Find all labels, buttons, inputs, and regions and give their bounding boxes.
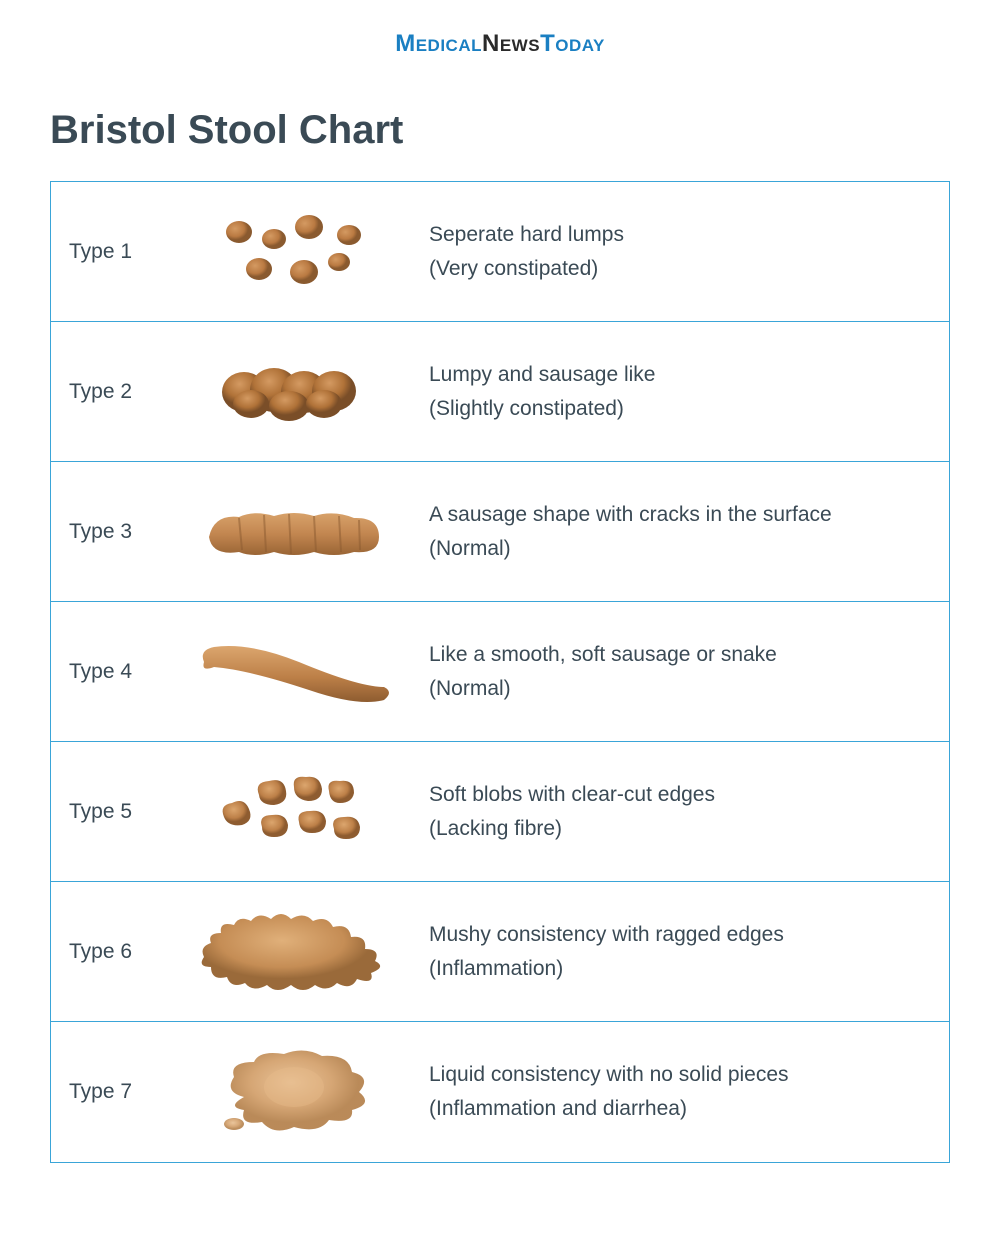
status-text: (Normal) [429, 532, 931, 566]
type-label: Type 6 [69, 940, 179, 964]
type-description: Like a smooth, soft sausage or snake (No… [409, 638, 931, 705]
stool-illustration-type1 [179, 207, 409, 297]
desc-text: A sausage shape with cracks in the surfa… [429, 503, 832, 526]
type-label: Type 2 [69, 380, 179, 404]
chart-row: Type 3 A sausage shape with cracks in th… [51, 462, 949, 602]
status-text: (Normal) [429, 672, 931, 706]
brand-logo: MedicalNewsToday [50, 30, 950, 58]
chart-row: Type 6 Mushy consistency with ragged edg… [51, 882, 949, 1022]
stool-chart: Type 1 Seperate hard lu [50, 181, 950, 1163]
stool-illustration-type3 [179, 492, 409, 572]
chart-row: Type 2 Lumpy and sausag [51, 322, 949, 462]
brand-seg-1: Medical [395, 30, 482, 57]
brand-seg-3: Today [540, 30, 605, 57]
type-label: Type 3 [69, 520, 179, 544]
status-text: (Inflammation) [429, 952, 931, 986]
desc-text: Soft blobs with clear-cut edges [429, 783, 715, 806]
stool-illustration-type6 [179, 907, 409, 997]
chart-row: Type 4 Like a smooth, soft sausage or sn… [51, 602, 949, 742]
type-label: Type 7 [69, 1080, 179, 1104]
status-text: (Lacking fibre) [429, 812, 931, 846]
type-description: Seperate hard lumps (Very constipated) [409, 218, 931, 285]
desc-text: Mushy consistency with ragged edges [429, 923, 784, 946]
chart-row: Type 7 Liquid consistency with no solid … [51, 1022, 949, 1162]
desc-text: Like a smooth, soft sausage or snake [429, 643, 777, 666]
type-description: Soft blobs with clear-cut edges (Lacking… [409, 778, 931, 845]
status-text: (Inflammation and diarrhea) [429, 1092, 931, 1126]
desc-text: Liquid consistency with no solid pieces [429, 1063, 789, 1086]
type-label: Type 4 [69, 660, 179, 684]
type-label: Type 5 [69, 800, 179, 824]
type-label: Type 1 [69, 240, 179, 264]
brand-seg-2: News [482, 30, 540, 57]
type-description: Lumpy and sausage like (Slightly constip… [409, 358, 931, 425]
type-description: Liquid consistency with no solid pieces … [409, 1058, 931, 1125]
stool-illustration-type2 [179, 352, 409, 432]
stool-illustration-type7 [179, 1042, 409, 1142]
type-description: Mushy consistency with ragged edges (Inf… [409, 918, 931, 985]
stool-illustration-type4 [179, 632, 409, 712]
chart-row: Type 5 Soft blobs with [51, 742, 949, 882]
status-text: (Very constipated) [429, 252, 931, 286]
desc-text: Seperate hard lumps [429, 223, 624, 246]
chart-row: Type 1 Seperate hard lu [51, 182, 949, 322]
status-text: (Slightly constipated) [429, 392, 931, 426]
stool-illustration-type5 [179, 767, 409, 857]
chart-title: Bristol Stool Chart [50, 108, 950, 153]
desc-text: Lumpy and sausage like [429, 363, 655, 386]
type-description: A sausage shape with cracks in the surfa… [409, 498, 931, 565]
